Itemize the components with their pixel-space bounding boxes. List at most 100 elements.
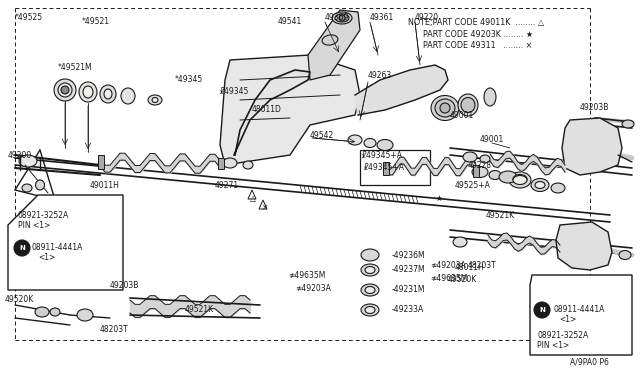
Ellipse shape xyxy=(480,155,490,163)
Text: 49369: 49369 xyxy=(325,13,349,22)
Ellipse shape xyxy=(377,140,393,151)
Ellipse shape xyxy=(463,152,477,162)
Ellipse shape xyxy=(364,138,376,148)
Ellipse shape xyxy=(348,135,362,145)
Text: A/9PA0 P6: A/9PA0 P6 xyxy=(570,357,609,366)
Text: ☧49345+A: ☧49345+A xyxy=(360,151,402,160)
Ellipse shape xyxy=(322,35,338,45)
Ellipse shape xyxy=(499,171,517,183)
Ellipse shape xyxy=(243,161,253,169)
Text: NOTE;PART CODE 49011K  ........ △: NOTE;PART CODE 49011K ........ △ xyxy=(408,17,544,26)
Polygon shape xyxy=(8,195,123,290)
Polygon shape xyxy=(308,10,360,80)
Ellipse shape xyxy=(83,86,93,98)
Text: ☧49345: ☧49345 xyxy=(218,87,248,96)
Ellipse shape xyxy=(453,237,467,247)
Ellipse shape xyxy=(121,88,135,104)
Ellipse shape xyxy=(361,304,379,316)
Text: *49525: *49525 xyxy=(15,13,43,22)
Ellipse shape xyxy=(100,85,116,103)
Ellipse shape xyxy=(435,99,455,117)
Ellipse shape xyxy=(50,308,60,316)
Ellipse shape xyxy=(365,286,375,294)
Circle shape xyxy=(61,86,69,94)
Text: 48011D: 48011D xyxy=(252,106,282,115)
Text: ≉49203A: ≉49203A xyxy=(430,260,466,269)
Ellipse shape xyxy=(484,88,496,106)
Text: PIN <1>: PIN <1> xyxy=(537,340,569,350)
Text: *49345: *49345 xyxy=(175,76,204,84)
Ellipse shape xyxy=(458,94,478,116)
Text: 49521K: 49521K xyxy=(185,305,214,314)
Text: 49520K: 49520K xyxy=(5,295,35,305)
Text: -49233A: -49233A xyxy=(392,305,424,314)
Ellipse shape xyxy=(440,103,450,113)
Text: 49220: 49220 xyxy=(415,13,439,22)
Ellipse shape xyxy=(461,97,475,112)
Text: -49231M: -49231M xyxy=(392,285,426,295)
Ellipse shape xyxy=(152,97,158,103)
Text: PART CODE 49203K ........ ★: PART CODE 49203K ........ ★ xyxy=(408,29,533,38)
Text: -49236M: -49236M xyxy=(392,250,426,260)
Text: ×: × xyxy=(262,203,268,212)
Text: *49521: *49521 xyxy=(82,17,110,26)
Ellipse shape xyxy=(489,170,501,180)
Text: 49228: 49228 xyxy=(468,160,492,170)
Ellipse shape xyxy=(365,266,375,273)
Ellipse shape xyxy=(332,12,352,24)
Bar xyxy=(218,158,224,169)
Bar xyxy=(383,162,389,175)
Ellipse shape xyxy=(365,307,375,314)
Text: 49525+A: 49525+A xyxy=(455,180,491,189)
Text: 08911-4441A: 08911-4441A xyxy=(32,244,83,253)
Text: N: N xyxy=(539,307,545,313)
Ellipse shape xyxy=(361,264,379,276)
Text: PART CODE 49311   ........ ×: PART CODE 49311 ........ × xyxy=(408,42,532,51)
Text: ≉49635M: ≉49635M xyxy=(288,270,325,279)
Text: 08921-3252A: 08921-3252A xyxy=(537,330,588,340)
Text: <1>: <1> xyxy=(559,315,576,324)
Polygon shape xyxy=(234,70,310,155)
Bar xyxy=(473,165,479,177)
Ellipse shape xyxy=(335,14,349,22)
Text: PIN <1>: PIN <1> xyxy=(18,221,51,230)
Text: *49521M: *49521M xyxy=(58,64,93,73)
Ellipse shape xyxy=(431,96,459,121)
Ellipse shape xyxy=(535,182,545,189)
Polygon shape xyxy=(562,118,622,175)
Ellipse shape xyxy=(58,83,72,97)
Ellipse shape xyxy=(104,89,112,99)
Ellipse shape xyxy=(22,184,32,192)
Text: 49001: 49001 xyxy=(480,135,504,144)
Text: 49521K: 49521K xyxy=(486,211,515,219)
Ellipse shape xyxy=(361,284,379,296)
Text: 48203T: 48203T xyxy=(100,326,129,334)
Circle shape xyxy=(14,240,30,256)
Text: △: △ xyxy=(250,193,256,202)
Text: 49200: 49200 xyxy=(8,151,32,160)
Text: 49203B: 49203B xyxy=(580,103,609,112)
Ellipse shape xyxy=(513,176,527,185)
Ellipse shape xyxy=(35,307,49,317)
Ellipse shape xyxy=(148,95,162,105)
Text: ≉49635M: ≉49635M xyxy=(430,273,467,282)
Ellipse shape xyxy=(509,172,531,188)
Ellipse shape xyxy=(622,120,634,128)
Polygon shape xyxy=(220,55,360,165)
Text: 08921-3252A: 08921-3252A xyxy=(18,211,69,219)
Text: 49520K: 49520K xyxy=(448,276,477,285)
Text: -49237M: -49237M xyxy=(392,266,426,275)
Ellipse shape xyxy=(77,309,93,321)
Circle shape xyxy=(339,15,345,21)
Text: ≉49203A: ≉49203A xyxy=(295,283,331,292)
Ellipse shape xyxy=(79,82,97,102)
Text: ★: ★ xyxy=(435,193,442,202)
Bar xyxy=(98,155,104,169)
Ellipse shape xyxy=(35,180,45,190)
Text: 48011H: 48011H xyxy=(455,263,484,273)
Text: N: N xyxy=(19,245,25,251)
Text: 49001: 49001 xyxy=(450,110,474,119)
Polygon shape xyxy=(530,275,632,355)
Text: ☧49345+A: ☧49345+A xyxy=(362,164,404,173)
Text: 49361: 49361 xyxy=(370,13,394,22)
